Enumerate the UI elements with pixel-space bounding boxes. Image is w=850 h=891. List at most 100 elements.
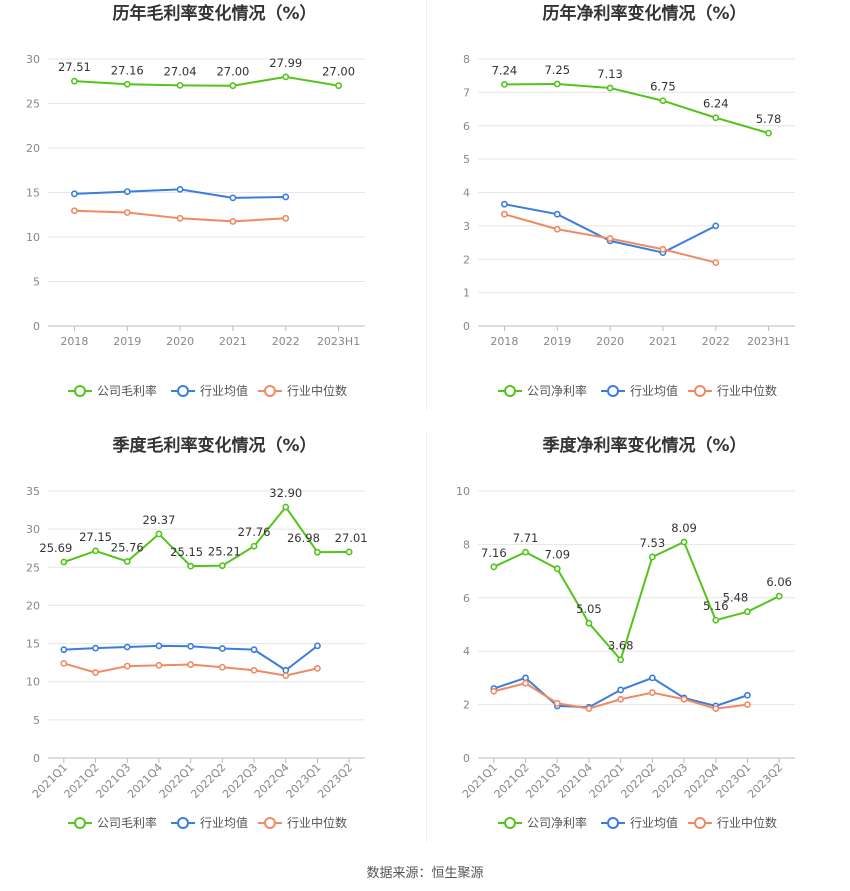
legend-marker [74, 385, 86, 397]
data-point-median [92, 669, 99, 676]
legend-item-avg: 行业均值 [171, 815, 248, 830]
data-point-company [744, 608, 751, 616]
data-point-company [775, 592, 783, 600]
data-point-company [229, 82, 237, 90]
data-point-median [490, 687, 498, 695]
data-point-median [553, 699, 561, 707]
data-point-median [60, 660, 68, 667]
data-label: 27.04 [164, 64, 197, 78]
data-point-avg [314, 642, 321, 650]
legend-label: 行业均值 [630, 383, 678, 398]
y-tick-label: 2 [463, 699, 470, 712]
data-point-company [617, 656, 625, 664]
chart-svg: 历年毛利率变化情况（%） 0 5 10 15 20 25 30 2018 2019 2020 2021… [26, 3, 365, 398]
data-point-avg [187, 642, 195, 650]
legend-item-company: 公司毛利率 [68, 383, 157, 398]
data-point-company [712, 114, 720, 122]
data-point-median [282, 672, 290, 680]
data-label: 5.48 [723, 591, 749, 605]
y-tick-label: 8 [463, 53, 470, 66]
legend-marker [74, 817, 86, 829]
y-tick-label: 5 [33, 276, 40, 289]
legend-marker [694, 385, 706, 397]
legend-label: 行业均值 [630, 815, 678, 830]
legend-marker [177, 385, 189, 397]
y-tick-label: 10 [26, 676, 40, 689]
data-point-median [712, 259, 720, 266]
y-tick-label: 2 [463, 253, 470, 266]
data-label: 27.51 [58, 60, 91, 74]
legend-label: 行业中位数 [717, 383, 777, 398]
data-label: 7.53 [640, 536, 666, 550]
data-point-company [155, 530, 163, 538]
legend-item-company: 公司净利率 [498, 383, 587, 398]
data-point-company [553, 565, 561, 573]
data-point-median [585, 705, 593, 713]
data-point-avg [155, 642, 163, 650]
x-tick-label: 2022 [272, 335, 300, 348]
data-label: 32.90 [269, 486, 302, 500]
data-point-company [123, 558, 131, 565]
data-label: 29.37 [142, 513, 175, 527]
y-tick-label: 30 [26, 53, 40, 66]
data-point-median [71, 207, 78, 215]
data-point-company [659, 97, 667, 105]
data-label: 27.16 [111, 63, 144, 77]
x-tick-label: 2020 [166, 335, 194, 348]
chart-title: 季度毛利率变化情况（%） [112, 435, 316, 456]
legend-label: 公司毛利率 [97, 815, 157, 830]
data-point-company [585, 619, 593, 627]
legend-label: 公司净利率 [527, 815, 587, 830]
data-point-company [282, 73, 290, 81]
x-tick-label: 2019 [543, 335, 571, 348]
x-tick-label: 2019 [113, 335, 141, 348]
data-point-median [712, 705, 720, 713]
data-point-avg [250, 646, 258, 654]
y-tick-label: 15 [26, 638, 40, 651]
data-point-company [522, 548, 529, 556]
x-tick-label: 2023Q2 [315, 761, 355, 801]
data-label: 8.09 [671, 521, 697, 535]
y-tick-label: 0 [463, 320, 470, 333]
data-label: 7.71 [513, 531, 539, 545]
data-point-company [250, 542, 258, 550]
data-point-median [250, 666, 258, 674]
legend-label: 行业中位数 [287, 815, 347, 830]
series-line-company [63, 505, 350, 568]
data-label: 7.16 [481, 546, 507, 560]
data-point-median [229, 218, 237, 225]
data-point-company [282, 503, 290, 511]
data-point-avg [282, 666, 290, 674]
y-tick-label: 30 [26, 523, 40, 536]
y-tick-label: 4 [463, 645, 470, 658]
legend-marker [607, 817, 619, 829]
data-point-company [765, 129, 772, 137]
data-label: 5.16 [703, 599, 729, 613]
x-tick-label: 2023H1 [317, 335, 360, 348]
legend-item-median: 行业中位数 [688, 815, 777, 830]
y-tick-label: 1 [463, 287, 470, 300]
data-label: 5.78 [756, 112, 782, 126]
data-point-avg [123, 188, 131, 196]
chart-title: 历年净利率变化情况（%） [542, 3, 746, 24]
legend-item-avg: 行业均值 [601, 383, 678, 398]
legend-label: 行业中位数 [717, 815, 777, 830]
data-point-median [123, 209, 131, 216]
data-point-company [648, 553, 656, 561]
y-tick-label: 6 [463, 120, 470, 133]
legend-marker [504, 817, 516, 829]
chart-title: 历年毛利率变化情况（%） [112, 3, 316, 24]
legend-item-avg: 行业均值 [171, 383, 248, 398]
y-tick-label: 25 [26, 98, 40, 111]
chart-panel-annual-net: 历年净利率变化情况（%） 0 1 2 3 4 5 6 7 8 2018 2019 2020 2021 202… [430, 0, 850, 430]
data-label: 6.24 [703, 97, 729, 111]
legend-label: 行业中位数 [287, 383, 347, 398]
y-tick-label: 3 [463, 220, 470, 233]
data-label: 7.13 [597, 67, 623, 81]
data-label: 27.00 [322, 65, 355, 79]
data-point-median [648, 689, 656, 696]
data-point-company [606, 84, 614, 92]
data-point-avg [60, 646, 68, 654]
data-point-median [176, 214, 184, 222]
data-point-company [553, 80, 561, 88]
